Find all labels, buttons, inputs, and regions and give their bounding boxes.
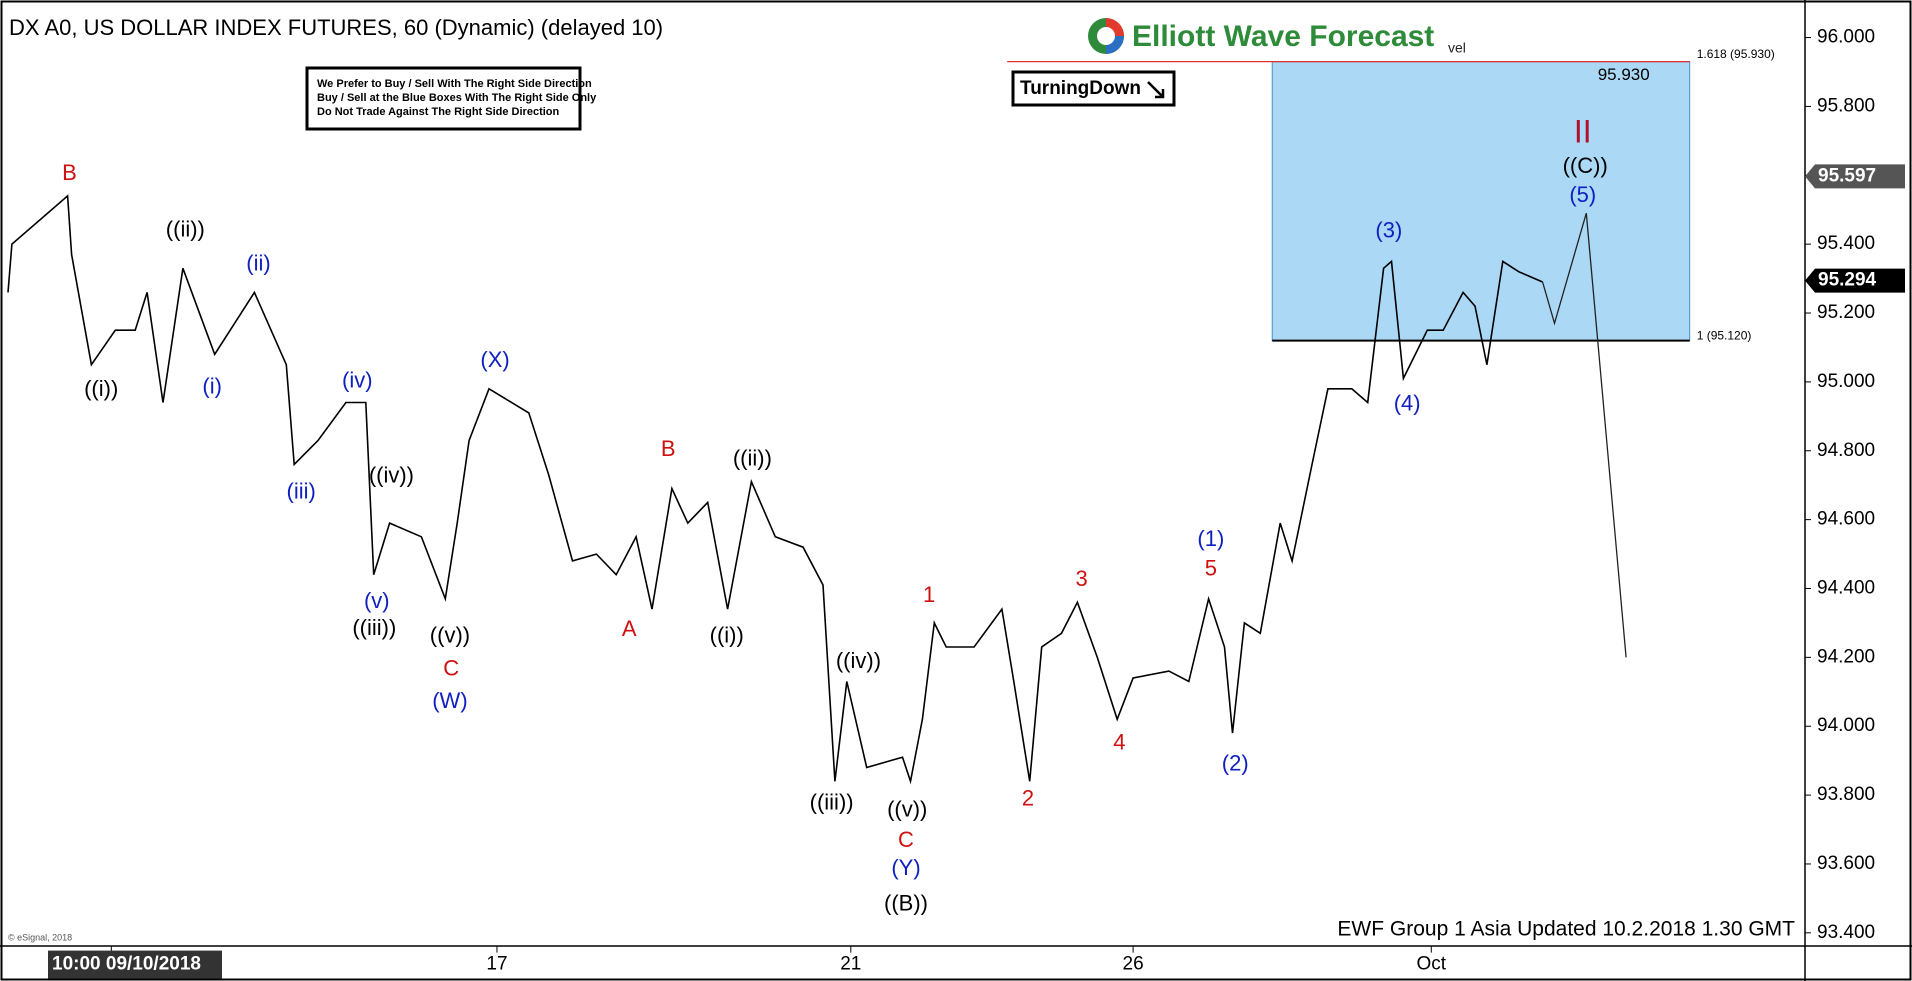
wave-label: (W) xyxy=(432,688,467,713)
logo-icon-center xyxy=(1097,27,1115,45)
wave-label: (ii) xyxy=(246,250,270,275)
wave-label: C xyxy=(898,827,914,852)
wave-label: ((iii)) xyxy=(352,615,396,640)
wave-label: (X) xyxy=(480,347,509,372)
wave-label: 2 xyxy=(1022,786,1034,811)
wave-label: II xyxy=(1574,114,1592,150)
footer: EWF Group 1 Asia Updated 10.2.2018 1.30 … xyxy=(1337,918,1795,941)
price-tag xyxy=(1805,268,1905,293)
notice-line: Buy / Sell at the Blue Boxes With The Ri… xyxy=(317,92,597,104)
wave-label: ((B)) xyxy=(884,891,928,916)
wave-label: 4 xyxy=(1113,730,1125,755)
price-tag-label: 95.294 xyxy=(1818,270,1877,291)
wave-label: (4) xyxy=(1394,391,1421,416)
wave-label: (i) xyxy=(202,374,222,399)
badge: TurningDown xyxy=(1020,78,1141,99)
y-tick-label: 94.800 xyxy=(1817,440,1875,461)
level-label: 1 (95.120) xyxy=(1697,329,1752,343)
brand-suffix: vel xyxy=(1448,40,1466,56)
wave-label: (3) xyxy=(1375,217,1402,242)
wave-label: ((i)) xyxy=(710,622,744,647)
y-tick-label: 93.800 xyxy=(1817,784,1875,805)
wave-label: ((ii)) xyxy=(733,446,772,471)
y-tick-label: 94.000 xyxy=(1817,715,1875,736)
box-label: 95.930 xyxy=(1598,65,1650,84)
price-line xyxy=(7,194,1543,785)
wave-label: B xyxy=(62,160,77,185)
price-tag-label: 95.597 xyxy=(1818,165,1876,186)
wave-label: 5 xyxy=(1205,555,1217,580)
wave-label: 3 xyxy=(1075,566,1087,591)
chart-title: DX A0, US DOLLAR INDEX FUTURES, 60 (Dyna… xyxy=(9,15,663,40)
wave-label: (2) xyxy=(1222,750,1249,775)
wave-label: (iv) xyxy=(342,367,373,392)
y-tick-label: 93.400 xyxy=(1817,922,1875,943)
wave-label: (1) xyxy=(1197,526,1224,551)
x-tick-label: Oct xyxy=(1416,954,1446,975)
y-tick-label: 93.600 xyxy=(1817,853,1875,874)
notice-line: Do Not Trade Against The Right Side Dire… xyxy=(317,106,560,118)
x-tick-label: 21 xyxy=(840,954,861,975)
badge-arrow xyxy=(1147,81,1165,99)
x-tick-label: 10:00 09/10/2018 xyxy=(52,954,201,975)
wave-label: (5) xyxy=(1569,182,1596,207)
wave-label: B xyxy=(661,436,676,461)
y-tick-label: 95.200 xyxy=(1817,302,1875,323)
wave-label: (v) xyxy=(364,588,390,613)
wave-label: C xyxy=(443,655,459,680)
x-tick-label: 26 xyxy=(1123,954,1144,975)
level-label: 1.618 (95.930) xyxy=(1697,47,1775,61)
target-box xyxy=(1271,61,1691,342)
notice-box xyxy=(305,66,582,131)
wave-label: ((v)) xyxy=(430,622,470,647)
wave-label: 1 xyxy=(923,582,935,607)
y-tick-label: 96.000 xyxy=(1817,27,1875,48)
y-tick-label: 94.600 xyxy=(1817,509,1875,530)
wave-label: ((iv)) xyxy=(369,463,414,488)
y-tick-label: 95.400 xyxy=(1817,233,1875,254)
brand: Elliott Wave Forecast xyxy=(1132,20,1434,53)
wave-label: ((v)) xyxy=(887,797,927,822)
wave-label: ((C)) xyxy=(1563,153,1608,178)
badge-box xyxy=(1011,70,1176,107)
wave-label: ((iv)) xyxy=(836,648,881,673)
wave-label: (iii) xyxy=(287,478,316,503)
notice-line: We Prefer to Buy / Sell With The Right S… xyxy=(317,78,592,90)
wave-label: ((i)) xyxy=(84,376,118,401)
x-tick-label: 17 xyxy=(486,954,507,975)
logo: Elliott Wave Forecast vel xyxy=(1088,18,1466,56)
wave-label: (Y) xyxy=(891,855,920,880)
price-tag xyxy=(1805,164,1905,189)
projection-line xyxy=(1541,213,1627,658)
copyright: © eSignal, 2018 xyxy=(8,932,72,942)
y-tick-label: 95.800 xyxy=(1817,95,1875,116)
y-tick-label: 94.200 xyxy=(1817,646,1875,667)
x-label-box xyxy=(48,950,222,979)
y-tick-label: 95.000 xyxy=(1817,371,1875,392)
y-tick-label: 94.400 xyxy=(1817,578,1875,599)
wave-label: ((ii)) xyxy=(166,216,205,241)
wave-label: ((iii)) xyxy=(810,789,854,814)
wave-label: A xyxy=(622,616,637,641)
